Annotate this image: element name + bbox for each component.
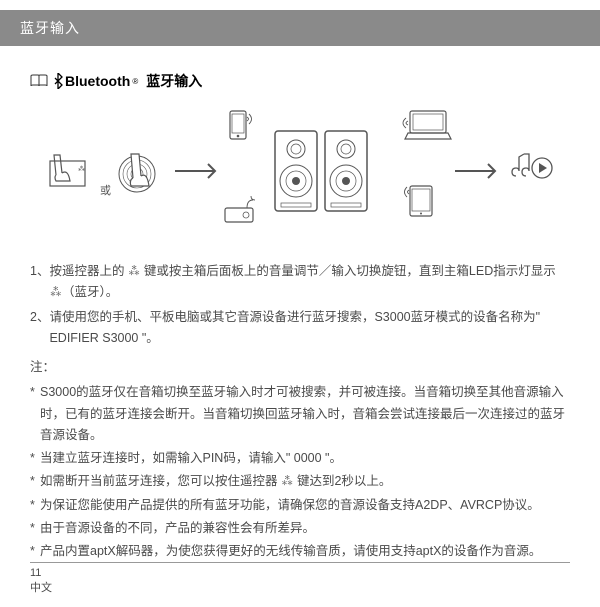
bt-receiver-icon (225, 196, 255, 222)
speaker-right-icon (325, 131, 367, 211)
instruction-item: 1、 按遥控器上的 ⁂ 键或按主箱后面板上的音量调节／输入切换旋钮，直到主箱LE… (30, 261, 570, 304)
instruction-num: 2、 (30, 307, 49, 350)
note-star: * (30, 471, 40, 492)
body-content: 1、 按遥控器上的 ⁂ 键或按主箱后面板上的音量调节／输入切换旋钮，直到主箱LE… (30, 261, 570, 562)
notes-label: 注： (30, 357, 570, 378)
note-text: 产品内置aptX解码器，为使您获得更好的无线传输音质，请使用支持aptX的设备作… (40, 541, 570, 562)
page-header: 蓝牙输入 (0, 10, 600, 46)
tablet-icon (405, 186, 433, 216)
book-icon (30, 74, 48, 88)
note-text: 为保证您能使用产品提供的所有蓝牙功能，请确保您的音源设备支持A2DP、AVRCP… (40, 495, 570, 516)
music-play-icon (512, 154, 552, 178)
svg-text:⁂: ⁂ (78, 165, 85, 173)
laptop-icon (403, 111, 451, 139)
section-title-row: Bluetooth® 蓝牙输入 (30, 71, 570, 91)
note-item: *S3000的蓝牙仅在音箱切换至蓝牙输入时才可被搜索，并可被连接。当音箱切换至其… (30, 382, 570, 446)
speaker-left-icon (275, 131, 317, 211)
note-item: *如需断开当前蓝牙连接，您可以按住遥控器 ⁂ 键达到2秒以上。 (30, 471, 570, 492)
arrow-2 (455, 164, 495, 178)
instruction-num: 1、 (30, 261, 49, 304)
instruction-text: 请使用您的手机、平板电脑或其它音源设备进行蓝牙搜索，S3000蓝牙模式的设备名称… (49, 307, 570, 350)
page-number: 11 (30, 567, 570, 579)
note-star: * (30, 382, 40, 446)
note-item: *由于音源设备的不同，产品的兼容性会有所差异。 (30, 518, 570, 539)
note-star: * (30, 448, 40, 469)
note-star: * (30, 518, 40, 539)
section-label: 蓝牙输入 (146, 71, 202, 91)
header-title: 蓝牙输入 (20, 20, 80, 36)
phone-icon (230, 111, 252, 139)
instruction-text: 按遥控器上的 ⁂ 键或按主箱后面板上的音量调节／输入切换旋钮，直到主箱LED指示… (49, 261, 570, 304)
note-text: 如需断开当前蓝牙连接，您可以按住遥控器 ⁂ 键达到2秒以上。 (40, 471, 570, 492)
page-lang: 中文 (30, 579, 570, 595)
note-item: *为保证您能使用产品提供的所有蓝牙功能，请确保您的音源设备支持A2DP、AVRC… (30, 495, 570, 516)
connection-diagram: ⁂ 或 (30, 106, 570, 241)
note-text: S3000的蓝牙仅在音箱切换至蓝牙输入时才可被搜索，并可被连接。当音箱切换至其他… (40, 382, 570, 446)
note-star: * (30, 495, 40, 516)
instruction-item: 2、 请使用您的手机、平板电脑或其它音源设备进行蓝牙搜索，S3000蓝牙模式的设… (30, 307, 570, 350)
note-text: 由于音源设备的不同，产品的兼容性会有所差异。 (40, 518, 570, 539)
arrow-1 (175, 164, 215, 178)
page-footer: 11 中文 (30, 562, 570, 595)
remote-press-icon: ⁂ (50, 155, 85, 186)
bluetooth-icon (53, 73, 63, 89)
note-text: 当建立蓝牙连接时，如需输入PIN码，请输入" 0000 "。 (40, 448, 570, 469)
bluetooth-wordmark: Bluetooth® (53, 73, 138, 89)
knob-press-icon (119, 154, 155, 192)
note-item: *当建立蓝牙连接时，如需输入PIN码，请输入" 0000 "。 (30, 448, 570, 469)
or-label: 或 (100, 184, 111, 197)
note-star: * (30, 541, 40, 562)
note-item: *产品内置aptX解码器，为使您获得更好的无线传输音质，请使用支持aptX的设备… (30, 541, 570, 562)
registered-mark: ® (132, 77, 138, 86)
bluetooth-text: Bluetooth (65, 73, 130, 89)
